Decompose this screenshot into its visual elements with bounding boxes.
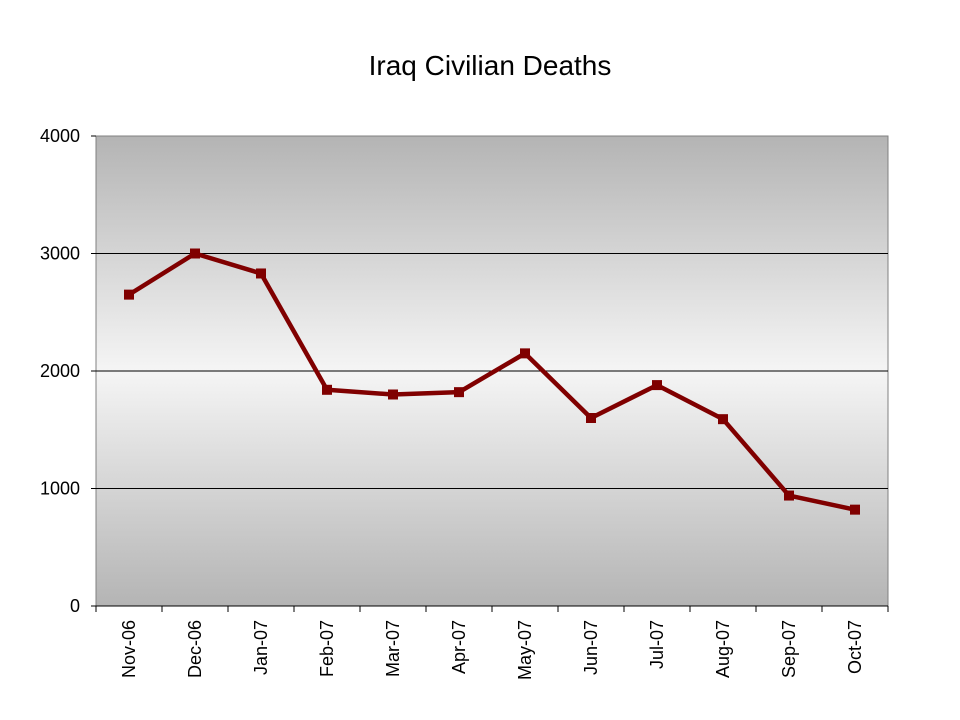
x-tick-label: Apr-07 [449, 620, 469, 674]
x-tick-label: Jul-07 [647, 620, 667, 669]
data-point [520, 348, 530, 359]
x-tick-label: Oct-07 [845, 620, 865, 674]
x-tick-label: Sep-07 [779, 620, 799, 678]
data-point [586, 413, 596, 423]
x-tick-label: Aug-07 [713, 620, 733, 678]
x-tick-label: Jan-07 [251, 620, 271, 675]
data-point [190, 248, 200, 259]
data-point [652, 380, 662, 391]
data-point [718, 414, 728, 425]
y-tick-label: 0 [70, 596, 80, 616]
data-point [850, 504, 860, 515]
x-tick-label: Dec-06 [185, 620, 205, 678]
data-point [388, 389, 398, 400]
data-point [256, 268, 266, 279]
y-tick-label: 1000 [40, 479, 80, 499]
x-tick-label: May-07 [515, 620, 535, 680]
data-point [322, 384, 332, 395]
x-tick-label: Feb-07 [317, 620, 337, 677]
series-line [126, 251, 858, 512]
y-tick-label: 2000 [40, 361, 80, 381]
data-point [124, 289, 134, 300]
x-tick-label: Nov-06 [119, 620, 139, 678]
data-point [784, 490, 794, 501]
chart-title: Iraq Civilian Deaths [368, 50, 612, 81]
x-tick-label: Mar-07 [383, 620, 403, 677]
y-tick-label: 3000 [40, 244, 80, 264]
x-tick-label: Jun-07 [581, 620, 601, 675]
data-point [454, 387, 464, 398]
y-tick-label: 4000 [40, 126, 80, 146]
